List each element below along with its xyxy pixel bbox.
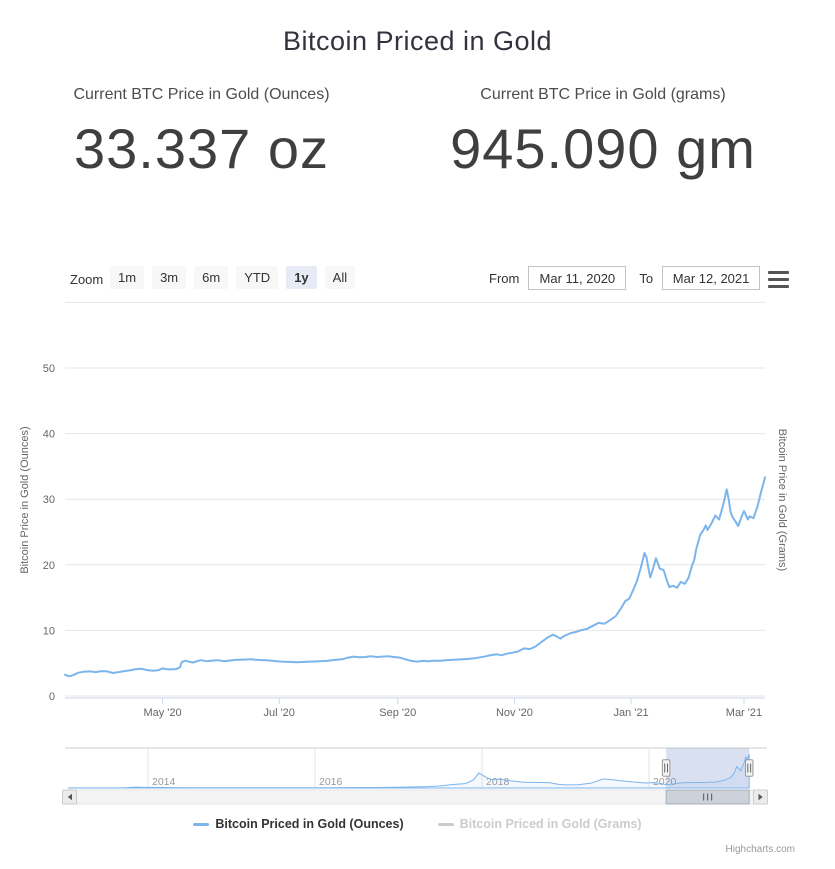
y-tick-label: 30 <box>43 494 55 506</box>
chart-legend: Bitcoin Priced in Gold (Ounces) Bitcoin P… <box>0 817 835 831</box>
navigator-year-label: 2018 <box>486 776 510 788</box>
navigator-handle[interactable] <box>661 759 671 777</box>
x-tick-label: Jan '21 <box>614 707 649 719</box>
navigator-series-line <box>68 753 750 789</box>
y-tick-label: 40 <box>43 429 55 441</box>
gridlines <box>65 301 765 697</box>
legend-line-marker-icon <box>193 822 210 826</box>
navigator-year-gridlines <box>147 748 650 788</box>
btc-price-grams-value: 945.090 gm <box>450 117 756 180</box>
legend-item[interactable]: Bitcoin Priced in Gold (Ounces) <box>193 817 404 831</box>
zoom-button-1y[interactable]: 1y <box>286 266 317 289</box>
navigator-year-label: 2020 <box>653 776 677 788</box>
hamburger-bar <box>768 284 789 288</box>
x-axis-labels: May '20 Jul '20 Sep '20 Nov '20 Jan '21 Mar '… <box>143 707 762 719</box>
y-tick-label: 10 <box>43 625 55 637</box>
navigator-handles <box>661 759 754 777</box>
x-tick-label: Mar '21 <box>726 707 762 719</box>
scrollbar[interactable] <box>62 789 768 805</box>
navigator-year-label: 2016 <box>319 776 343 788</box>
navigator-handle[interactable] <box>744 759 754 777</box>
navigator[interactable]: 2014 2016 2018 2020 <box>65 747 767 789</box>
navigator-year-label: 2014 <box>152 776 176 788</box>
to-date-input[interactable] <box>662 266 761 290</box>
y-axis-title-left: Bitcoin Price in Gold (Ounces) <box>19 426 31 573</box>
zoom-button-group: 1m 3m 6m YTD 1y All <box>110 266 363 289</box>
y-axis-labels: 0 10 20 30 40 50 <box>43 363 55 703</box>
zoom-label: Zoom <box>70 272 104 287</box>
hamburger-bar <box>768 271 789 275</box>
zoom-button-1m[interactable]: 1m <box>110 266 145 289</box>
zoom-button-3m[interactable]: 3m <box>152 266 187 289</box>
scrollbar-track[interactable] <box>76 789 754 805</box>
hamburger-bar <box>768 277 789 282</box>
btc-price-ounces-value: 33.337 oz <box>74 117 329 180</box>
series-line-ounces <box>64 476 766 678</box>
date-range-group: From To <box>489 266 761 290</box>
btc-price-grams-label: Current BTC Price in Gold (grams) <box>480 86 726 103</box>
x-axis-ticks <box>162 698 745 704</box>
y-axis-title-right: Bitcoin Price in Gold (Grams) <box>776 429 788 571</box>
legend-label: Bitcoin Priced in Gold (Ounces) <box>215 817 404 831</box>
navigator-selected-range[interactable] <box>666 748 750 788</box>
from-date-input[interactable] <box>528 266 627 290</box>
legend-label: Bitcoin Priced in Gold (Grams) <box>459 817 642 831</box>
zoom-button-6m[interactable]: 6m <box>194 266 229 289</box>
scrollbar-thumb-grip-icon <box>703 793 713 801</box>
zoom-button-all[interactable]: All <box>324 266 356 289</box>
from-label: From <box>489 270 520 286</box>
zoom-button-ytd[interactable]: YTD <box>236 266 279 289</box>
to-label: To <box>639 270 654 286</box>
right-arrow-icon <box>758 793 763 801</box>
page-title: Bitcoin Priced in Gold <box>282 26 553 56</box>
y-tick-label: 20 <box>43 560 55 572</box>
hamburger-menu-icon[interactable] <box>768 271 789 288</box>
btc-price-ounces-label: Current BTC Price in Gold (Ounces) <box>73 86 330 103</box>
x-tick-label: Nov '20 <box>496 707 533 719</box>
x-tick-label: Sep '20 <box>379 707 416 719</box>
y-tick-label: 0 <box>49 691 55 703</box>
legend-item[interactable]: Bitcoin Priced in Gold (Grams) <box>437 817 642 831</box>
y-tick-label: 50 <box>43 363 55 375</box>
legend-line-marker-icon <box>437 822 454 826</box>
x-tick-label: Jul '20 <box>263 707 294 719</box>
price-chart[interactable]: 0 10 20 30 40 50 May '20 Jul '20 Sep '20 Nov '20… <box>0 295 835 810</box>
highcharts-credit: Highcharts.com <box>725 844 795 855</box>
left-arrow-icon <box>67 793 72 801</box>
x-tick-label: May '20 <box>143 707 181 719</box>
navigator-year-labels: 2014 2016 2018 2020 <box>152 776 677 788</box>
